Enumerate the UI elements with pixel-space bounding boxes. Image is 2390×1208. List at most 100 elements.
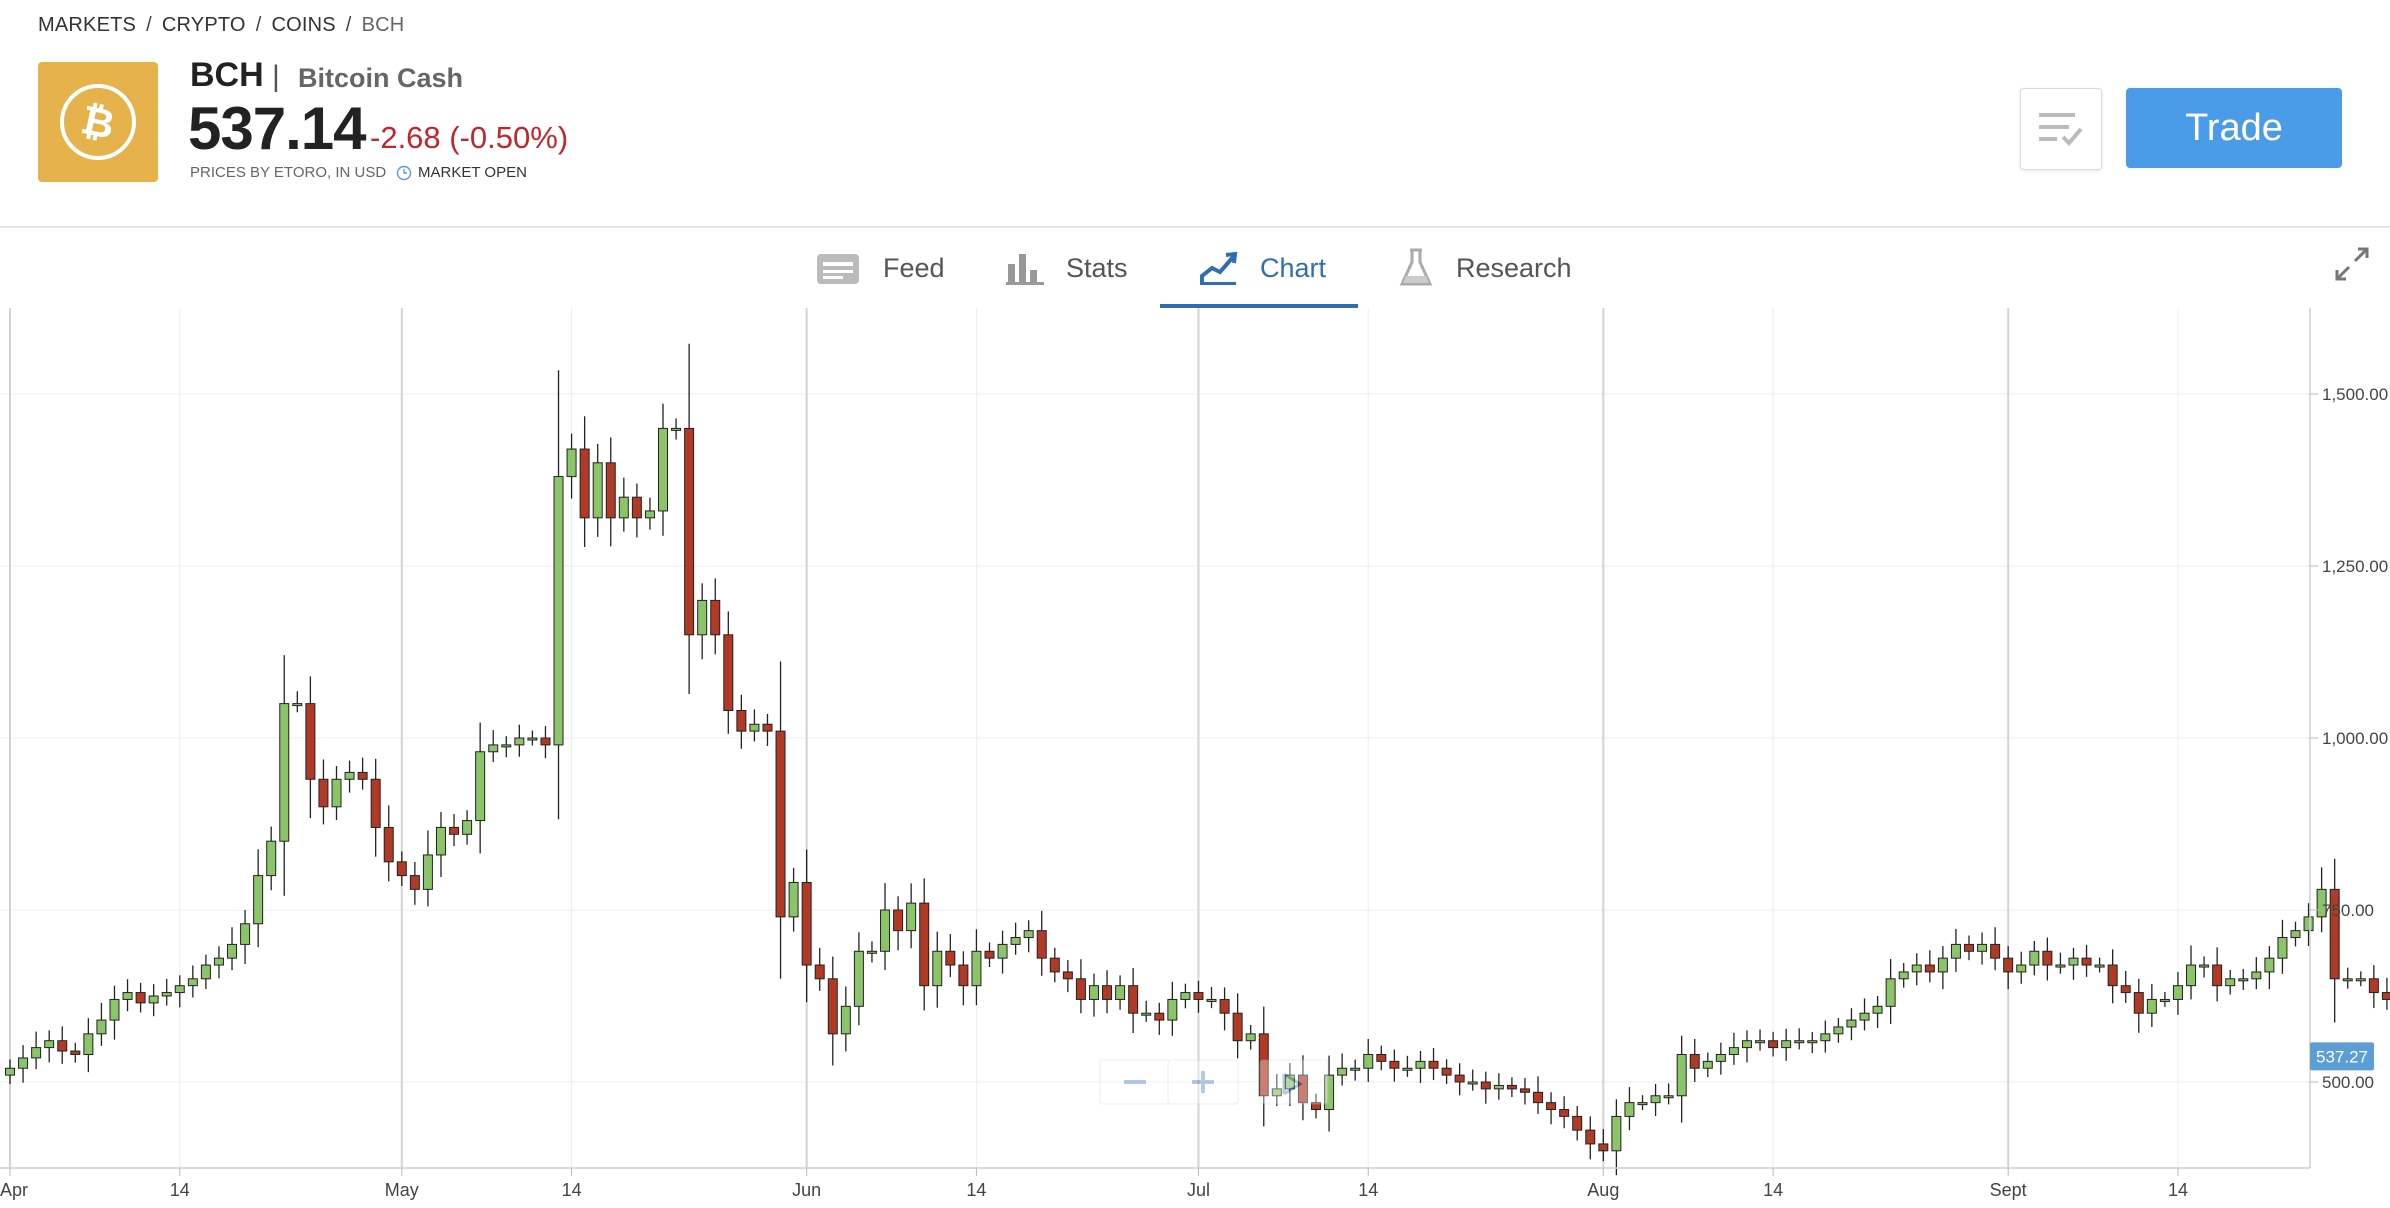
last-price-badge [2310, 1042, 2374, 1071]
candle-up [435, 826, 446, 856]
zoom-in-icon [1192, 1071, 1214, 1093]
chart-x-axis: Apr 14 May 14 Jun 14 Jul 14 Aug 14 Sept 14 [0, 1168, 2188, 1200]
candle-down [1533, 1091, 1544, 1104]
candle-up [880, 909, 891, 952]
watchlist-button[interactable] [2020, 88, 2102, 170]
clock-icon [396, 165, 412, 181]
candle-up [2355, 978, 2366, 982]
candle-up [475, 751, 486, 822]
candle-up [240, 923, 251, 945]
candle-up [997, 943, 1008, 959]
candle-down [383, 826, 394, 863]
candle-down [1585, 1129, 1596, 1145]
candle-up [1624, 1102, 1635, 1117]
candle-down [2212, 964, 2223, 987]
expand-button[interactable] [2334, 246, 2370, 287]
tab-stats[interactable]: Stats [1006, 228, 1128, 308]
price-chart[interactable]: 1,500.00 1,250.00 1,000.00 750.00 500.00 Apr… [0, 308, 2390, 1208]
breadcrumb-crypto[interactable]: CRYPTO [161, 14, 246, 36]
candle-up [1650, 1095, 1661, 1104]
candle-up [1794, 1040, 1805, 1044]
candle-up [1284, 1074, 1295, 1090]
x-tick-label: Apr [0, 1180, 28, 1200]
candle-up [1977, 943, 1988, 952]
candle-up [1728, 1047, 1739, 1055]
candle-up [1350, 1067, 1361, 1071]
candle-up [1937, 957, 1948, 973]
candle-up [2342, 978, 2353, 982]
zoom-out-button [1099, 1059, 1171, 1105]
candle-down [1768, 1040, 1779, 1049]
research-icon [1399, 248, 1433, 286]
breadcrumb-markets[interactable]: MARKETS [38, 14, 137, 36]
candle-up [2277, 937, 2288, 959]
candle-down [370, 778, 381, 828]
candlestick-series [5, 343, 2390, 1176]
candle-down [958, 964, 969, 987]
candle-down [827, 978, 838, 1035]
trade-button[interactable]: Trade [2126, 88, 2342, 168]
candle-up [671, 427, 682, 431]
candle-up [1206, 998, 1217, 1002]
candle-down [1128, 985, 1139, 1014]
candle-up [749, 723, 760, 732]
candle-up [514, 737, 525, 746]
candle-down [1102, 985, 1113, 1000]
candle-up [1402, 1067, 1413, 1071]
candle-down [396, 861, 407, 877]
candle-down [684, 427, 695, 636]
candle-down [2133, 992, 2144, 1014]
breadcrumb-coins[interactable]: COINS [271, 14, 336, 36]
candle-up [566, 448, 577, 478]
candle-down [814, 964, 825, 980]
tab-bar: Feed Stats Chart Research [0, 228, 2390, 308]
price-source-note: PRICES BY ETORO, IN USD [190, 164, 387, 181]
candle-up [279, 703, 290, 842]
x-tick-label: 14 [1763, 1180, 1783, 1200]
candle-down [1062, 971, 1073, 980]
candle-up [2016, 964, 2027, 973]
candle-up [462, 820, 473, 835]
y-tick-label: 750.00 [2322, 901, 2374, 920]
candle-down [1154, 1012, 1165, 1021]
candle-down [2120, 985, 2131, 994]
candle-down [2042, 950, 2053, 966]
candle-down [1036, 930, 1047, 959]
candle-down [70, 1050, 81, 1055]
candle-down [1519, 1088, 1530, 1093]
candle-down [1480, 1081, 1491, 1090]
candle-up [488, 744, 499, 753]
candle-up [2172, 985, 2183, 1000]
x-tick-label: May [385, 1180, 419, 1200]
candle-down [984, 950, 995, 959]
candle-down [1964, 943, 1974, 952]
tab-feed[interactable]: Feed [815, 228, 945, 308]
candle-down [2381, 992, 2390, 1000]
candle-up [1363, 1053, 1374, 1069]
candle-up [2186, 964, 2197, 987]
last-price-label: 537.27 [2316, 1047, 2368, 1066]
candle-down [945, 950, 956, 966]
last-price-marker: 537.27 [2310, 1042, 2374, 1071]
candle-up [866, 950, 877, 954]
candle-up [422, 854, 433, 890]
candle-up [1010, 937, 1021, 945]
candle-up [5, 1067, 15, 1076]
candle-up [932, 950, 943, 987]
candle-up [31, 1047, 42, 1059]
candle-down [1232, 1012, 1243, 1042]
candle-up [1755, 1040, 1766, 1044]
candle-down [605, 462, 616, 519]
tab-chart[interactable]: Chart [1200, 228, 1326, 308]
candle-up [227, 943, 238, 959]
candle-up [2146, 998, 2157, 1014]
candle-down [1990, 943, 2001, 959]
x-tick-label: 14 [2168, 1180, 2188, 1200]
candle-down [1924, 964, 1935, 973]
tab-research[interactable]: Research [1398, 228, 1572, 308]
candle-down [1258, 1033, 1269, 1097]
candle-up [592, 462, 603, 519]
svg-text:₿: ₿ [77, 97, 118, 149]
watchlist-icon [2039, 113, 2083, 146]
candle-up [1611, 1115, 1622, 1152]
